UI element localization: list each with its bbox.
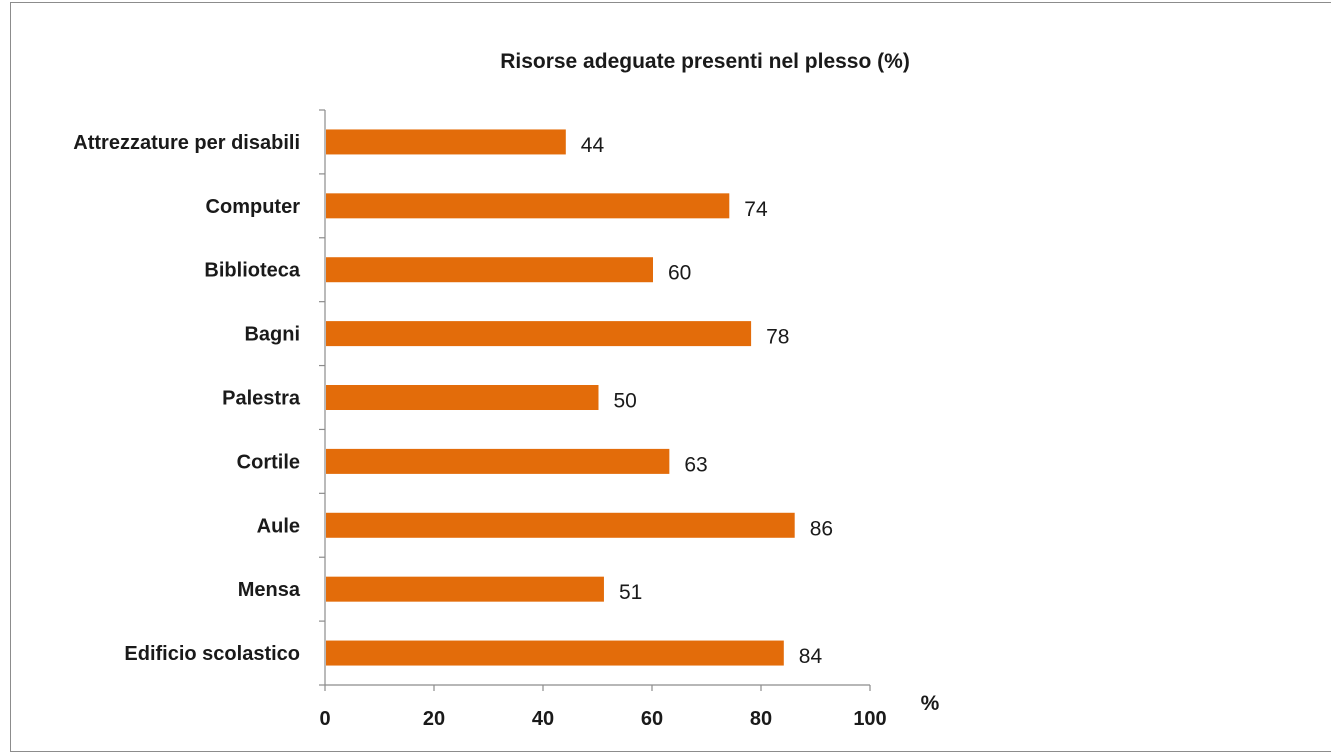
data-label: 50 xyxy=(614,390,637,413)
data-label: 63 xyxy=(684,453,707,476)
plot-area: 0 20 40 60 80 100 Attrezzature per disabili 44 C… xyxy=(73,109,887,730)
x-tick-label: 40 xyxy=(532,708,554,730)
chart-title: Risorse adeguate presenti nel plesso (%) xyxy=(500,50,910,73)
data-label: 51 xyxy=(619,581,642,604)
x-tick-label: 60 xyxy=(641,708,663,730)
bar xyxy=(326,448,670,474)
bar xyxy=(326,193,730,219)
x-axis-unit-label: % xyxy=(921,692,940,715)
bar xyxy=(326,321,752,347)
data-label: 86 xyxy=(810,517,833,540)
x-tick-label: 0 xyxy=(319,708,330,730)
x-tick-label: 80 xyxy=(750,708,772,730)
bar xyxy=(326,257,653,283)
chart-frame xyxy=(10,2,1331,752)
data-label: 74 xyxy=(744,198,768,221)
category-label: Edificio scolastico xyxy=(124,643,300,665)
data-label: 60 xyxy=(668,262,691,285)
bar xyxy=(326,385,599,410)
bar xyxy=(326,576,604,602)
category-label: Attrezzature per disabili xyxy=(73,132,300,154)
category-label: Cortile xyxy=(237,451,300,473)
category-label: Bagni xyxy=(244,324,300,346)
x-tick-label: 100 xyxy=(853,708,886,730)
category-label: Aule xyxy=(257,515,300,537)
data-label: 78 xyxy=(766,326,789,349)
data-label: 84 xyxy=(799,645,823,668)
category-label: Biblioteca xyxy=(204,260,300,282)
bar xyxy=(326,129,566,155)
bar xyxy=(326,512,795,538)
category-label: Computer xyxy=(206,196,301,218)
x-tick-label: 20 xyxy=(423,708,445,730)
bar xyxy=(326,640,784,666)
category-label: Mensa xyxy=(238,579,301,601)
category-label: Palestra xyxy=(222,388,301,410)
data-label: 44 xyxy=(581,134,605,157)
